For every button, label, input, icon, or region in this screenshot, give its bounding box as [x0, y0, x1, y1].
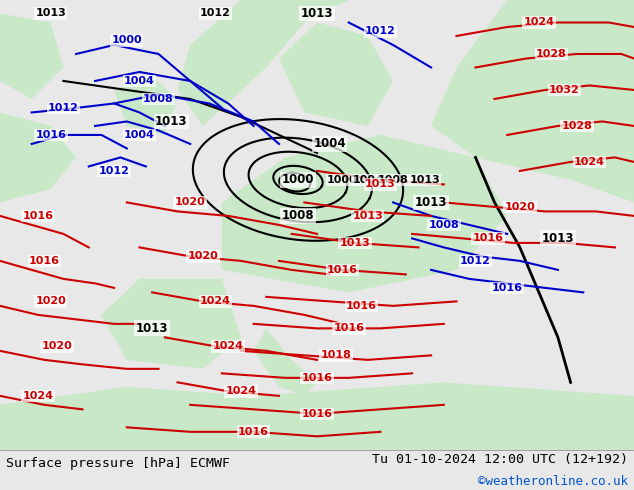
Text: 1024: 1024 — [23, 391, 53, 401]
Text: 1000: 1000 — [112, 35, 142, 46]
Text: 1013: 1013 — [301, 7, 333, 20]
Text: 1008: 1008 — [143, 94, 174, 104]
Text: 1004: 1004 — [353, 175, 383, 185]
Text: 1016: 1016 — [23, 211, 53, 221]
Text: 1016: 1016 — [473, 233, 503, 244]
Text: 1013: 1013 — [365, 179, 396, 190]
Text: 1024: 1024 — [524, 18, 554, 27]
Text: 1013: 1013 — [36, 8, 66, 19]
Polygon shape — [431, 0, 634, 202]
Polygon shape — [222, 135, 507, 293]
Text: 1013: 1013 — [155, 115, 188, 128]
Text: 1004: 1004 — [124, 76, 155, 86]
Polygon shape — [0, 14, 63, 99]
Text: 1004: 1004 — [124, 130, 155, 140]
Text: 1016: 1016 — [238, 427, 269, 437]
Text: 1024: 1024 — [213, 342, 243, 351]
Text: 1012: 1012 — [200, 8, 231, 19]
Text: 1020: 1020 — [42, 342, 72, 351]
Text: 1012: 1012 — [99, 166, 129, 176]
Text: 1013: 1013 — [136, 322, 169, 335]
Polygon shape — [254, 328, 317, 396]
Text: 1024: 1024 — [200, 296, 231, 306]
Text: 1024: 1024 — [226, 386, 256, 396]
Polygon shape — [0, 113, 76, 202]
Text: 1016: 1016 — [346, 301, 377, 311]
Text: Tu 01-10-2024 12:00 UTC (12+192): Tu 01-10-2024 12:00 UTC (12+192) — [372, 453, 628, 466]
Text: 1020: 1020 — [188, 251, 218, 261]
Text: 1012: 1012 — [365, 26, 396, 36]
Text: 1013: 1013 — [415, 196, 448, 209]
Text: 1016: 1016 — [302, 373, 332, 383]
Polygon shape — [279, 23, 393, 126]
Text: 1013: 1013 — [541, 232, 574, 245]
Text: 1012: 1012 — [460, 256, 491, 266]
Text: 1013: 1013 — [410, 175, 440, 185]
Polygon shape — [0, 382, 634, 450]
Text: 1016: 1016 — [327, 265, 358, 275]
Text: 1032: 1032 — [549, 85, 579, 95]
Text: 1016: 1016 — [36, 130, 66, 140]
Text: 1012: 1012 — [48, 103, 79, 113]
Text: 1000: 1000 — [281, 173, 314, 186]
Text: 1020: 1020 — [505, 202, 535, 212]
Text: 1008: 1008 — [281, 209, 314, 222]
Text: ©weatheronline.co.uk: ©weatheronline.co.uk — [477, 475, 628, 489]
Text: 1028: 1028 — [562, 121, 592, 131]
Text: 1008: 1008 — [378, 175, 408, 185]
Text: 1016: 1016 — [302, 409, 332, 419]
Text: 1000: 1000 — [327, 175, 358, 185]
Text: 1016: 1016 — [333, 323, 364, 333]
Text: 1016: 1016 — [29, 256, 60, 266]
Text: 1004: 1004 — [313, 137, 346, 150]
Polygon shape — [114, 76, 178, 135]
Text: 1024: 1024 — [574, 157, 605, 167]
Polygon shape — [178, 0, 349, 126]
Polygon shape — [101, 279, 241, 369]
Text: 1016: 1016 — [492, 283, 522, 293]
Text: 1008: 1008 — [429, 220, 459, 230]
Text: 1028: 1028 — [536, 49, 567, 59]
Text: 1020: 1020 — [36, 296, 66, 306]
Text: 1018: 1018 — [321, 350, 351, 360]
Text: Surface pressure [hPa] ECMWF: Surface pressure [hPa] ECMWF — [6, 457, 230, 470]
Text: 1020: 1020 — [175, 197, 205, 207]
Text: 1013: 1013 — [340, 238, 370, 248]
Text: 1013: 1013 — [353, 211, 383, 221]
